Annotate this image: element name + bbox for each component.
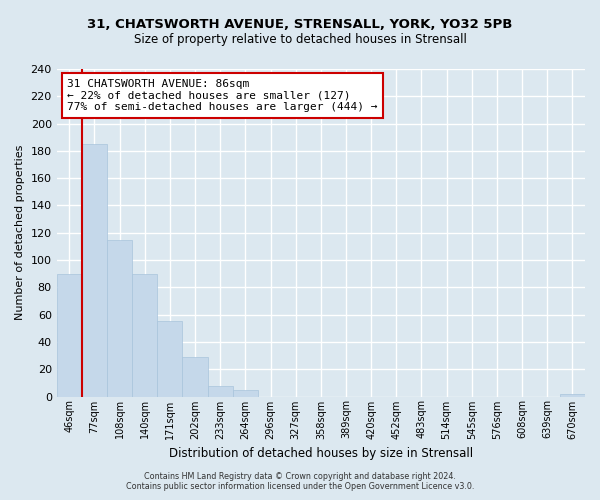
Text: Size of property relative to detached houses in Strensall: Size of property relative to detached ho… [134, 32, 466, 46]
Bar [208, 386, 233, 396]
Bar [233, 390, 258, 396]
Bar [107, 240, 132, 396]
Bar [82, 144, 107, 397]
X-axis label: Distribution of detached houses by size in Strensall: Distribution of detached houses by size … [169, 447, 473, 460]
Text: Contains HM Land Registry data © Crown copyright and database right 2024.
Contai: Contains HM Land Registry data © Crown c… [126, 472, 474, 491]
Text: 31, CHATSWORTH AVENUE, STRENSALL, YORK, YO32 5PB: 31, CHATSWORTH AVENUE, STRENSALL, YORK, … [88, 18, 512, 30]
Bar [56, 274, 82, 396]
Bar [182, 357, 208, 397]
Bar [157, 322, 182, 396]
Y-axis label: Number of detached properties: Number of detached properties [15, 145, 25, 320]
Bar [560, 394, 585, 396]
Bar [132, 274, 157, 396]
Text: 31 CHATSWORTH AVENUE: 86sqm
← 22% of detached houses are smaller (127)
77% of se: 31 CHATSWORTH AVENUE: 86sqm ← 22% of det… [67, 79, 378, 112]
